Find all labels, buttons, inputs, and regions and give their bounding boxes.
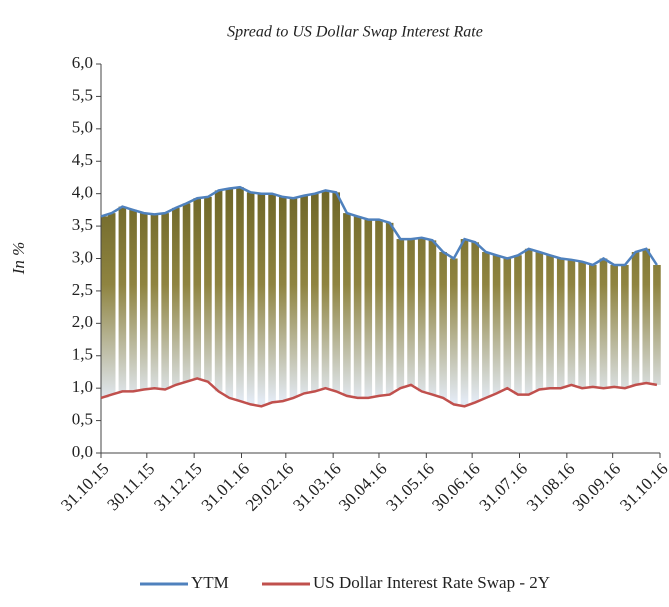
spread-bar [332,192,341,392]
x-tick-label: 30.06.16 [428,459,484,515]
spread-bar [172,207,180,385]
spread-bar [289,198,298,398]
x-tick-label: 30.04.16 [335,459,391,515]
spread-bar [503,258,512,389]
spread-bar [107,213,116,395]
spread-bar [535,252,544,390]
legend-label: YTM [191,573,229,592]
spread-bar [193,198,202,379]
y-tick-label: 3,0 [72,247,93,266]
y-tick-label: 1,0 [72,377,93,396]
spread-bar [101,216,109,398]
x-tick-label: 31.01.16 [198,459,254,515]
spread-bar [631,252,640,385]
spread-bar [225,188,234,398]
spread-bar [589,264,597,387]
spread-bar [118,206,127,392]
series-line [100,377,658,408]
x-tick-label: 31.10.15 [57,459,113,515]
spread-bar [546,255,554,389]
spread-bar [396,239,405,389]
spread-bar [578,261,586,389]
spread-bar [161,213,169,390]
spread-bar [182,203,191,382]
spread-bar [460,239,469,407]
spread-bar [439,252,447,398]
spread-bar [599,258,608,389]
spread-bar [364,219,373,398]
spread-bar [353,216,362,398]
x-tick-label: 31.08.16 [523,459,579,515]
spread-bar [214,190,223,392]
y-tick-label: 3,5 [72,215,93,234]
x-tick-label: 29.02.16 [242,459,298,515]
x-tick-label: 31.12.15 [150,459,206,515]
spread-bar [129,209,137,392]
y-tick-label: 2,5 [72,280,93,299]
spread-bar [268,193,276,403]
spread-bar [278,196,287,402]
y-tick-label: 4,0 [72,183,93,202]
spread-bar [407,239,415,385]
y-tick-label: 4,5 [72,150,93,169]
x-tick-label: 30.11.15 [103,459,158,514]
spread-bar [471,242,479,403]
spread-bar [417,237,426,392]
spread-bar [321,190,330,389]
series-line [100,185,658,267]
y-axis-label: In % [9,242,28,276]
spread-bar [492,255,501,394]
spread-bar [450,258,458,405]
spread-bar [343,213,351,396]
chart-title: Spread to US Dollar Swap Interest Rate [227,24,483,41]
spread-bar [621,264,629,389]
y-tick-label: 5,5 [72,85,93,104]
x-tick-label: 30.09.16 [569,459,625,515]
spread-bar [514,255,522,395]
spread-bar [567,259,576,385]
y-tick-label: 0,0 [72,442,93,461]
y-tick-label: 2,0 [72,312,93,331]
x-tick-label: 31.10.16 [616,459,669,515]
x-tick-label: 31.03.16 [289,459,345,515]
spread-bar [150,214,159,389]
x-tick-label: 31.05.16 [382,459,438,515]
spread-bar [300,195,308,394]
y-tick-label: 5,0 [72,118,93,137]
spread-bar [257,193,266,407]
legend-label: US Dollar Interest Rate Swap - 2Y [313,573,550,592]
y-tick-label: 6,0 [72,53,93,72]
spread-bar [311,193,319,392]
spread-bar [653,264,661,385]
spread-bar [236,187,244,402]
spread-bar [642,248,651,383]
spread-bar [246,192,255,405]
spread-bar [385,222,394,395]
spread-bar [482,252,490,398]
spread-bar [556,258,565,389]
y-tick-label: 0,5 [72,409,93,428]
spread-bar [139,213,148,390]
spread-bar [610,264,618,387]
y-tick-label: 1,5 [72,345,93,364]
spread-bar [375,219,383,396]
x-tick-label: 31.07.16 [476,459,532,515]
spread-bar [428,240,437,395]
spread-bar [204,196,212,382]
spread-bar [524,248,533,395]
